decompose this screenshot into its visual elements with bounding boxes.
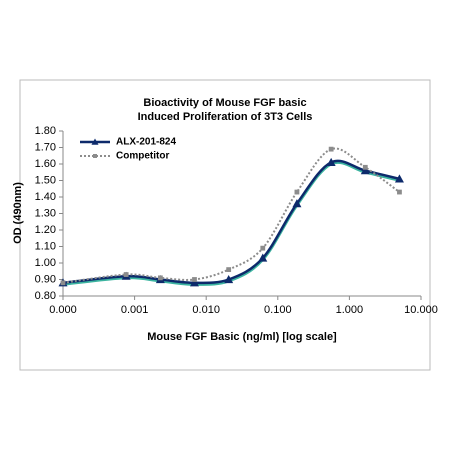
data-point (260, 245, 266, 251)
y-tick-label: 1.50 (35, 174, 56, 186)
y-tick-label: 0.80 (35, 290, 56, 302)
data-point (292, 199, 302, 208)
data-point (294, 189, 300, 195)
y-tick-label: 0.90 (35, 273, 56, 285)
chart-frame (19, 79, 431, 371)
x-tick-label: 0.100 (264, 304, 292, 316)
y-tick-label: 1.40 (35, 191, 56, 203)
legend-label: Competitor (116, 151, 169, 162)
y-tick-label: 1.30 (35, 207, 56, 219)
x-tick-label: 0.000 (49, 304, 77, 316)
chart-title: Induced Proliferation of 3T3 Cells (138, 111, 313, 123)
data-point (362, 164, 368, 170)
x-tick-label: 1.000 (336, 304, 364, 316)
data-point (394, 174, 404, 183)
legend-label: ALX-201-824 (116, 137, 176, 148)
data-point (328, 146, 334, 152)
series-line (62, 159, 400, 285)
data-point (60, 280, 66, 286)
data-point (123, 272, 129, 277)
data-point (360, 166, 370, 175)
data-point (224, 275, 234, 284)
y-tick-label: 1.70 (35, 141, 56, 153)
y-tick-label: 1.10 (35, 240, 56, 252)
data-point (189, 278, 199, 287)
chart-title: Bioactivity of Mouse FGF basic (143, 97, 306, 109)
data-point (258, 253, 268, 262)
y-tick-label: 1.00 (35, 257, 56, 269)
data-point (226, 267, 232, 272)
data-point (326, 157, 336, 166)
y-tick-label: 1.20 (35, 224, 56, 236)
data-point (397, 189, 402, 195)
legend-marker (91, 138, 99, 145)
x-tick-label: 0.010 (192, 304, 220, 316)
data-point (157, 275, 163, 281)
y-tick-label: 1.60 (35, 158, 56, 170)
x-tick-label: 0.001 (121, 304, 149, 316)
x-axis-label: Mouse FGF Basic (ng/ml) [log scale] (147, 331, 337, 343)
y-tick-label: 1.80 (35, 125, 56, 137)
x-tick-label: 10.000 (404, 304, 438, 316)
series-line (62, 147, 401, 284)
legend-marker (93, 154, 97, 158)
y-axis-label: OD (490nm) (12, 182, 24, 244)
data-point (192, 277, 197, 282)
